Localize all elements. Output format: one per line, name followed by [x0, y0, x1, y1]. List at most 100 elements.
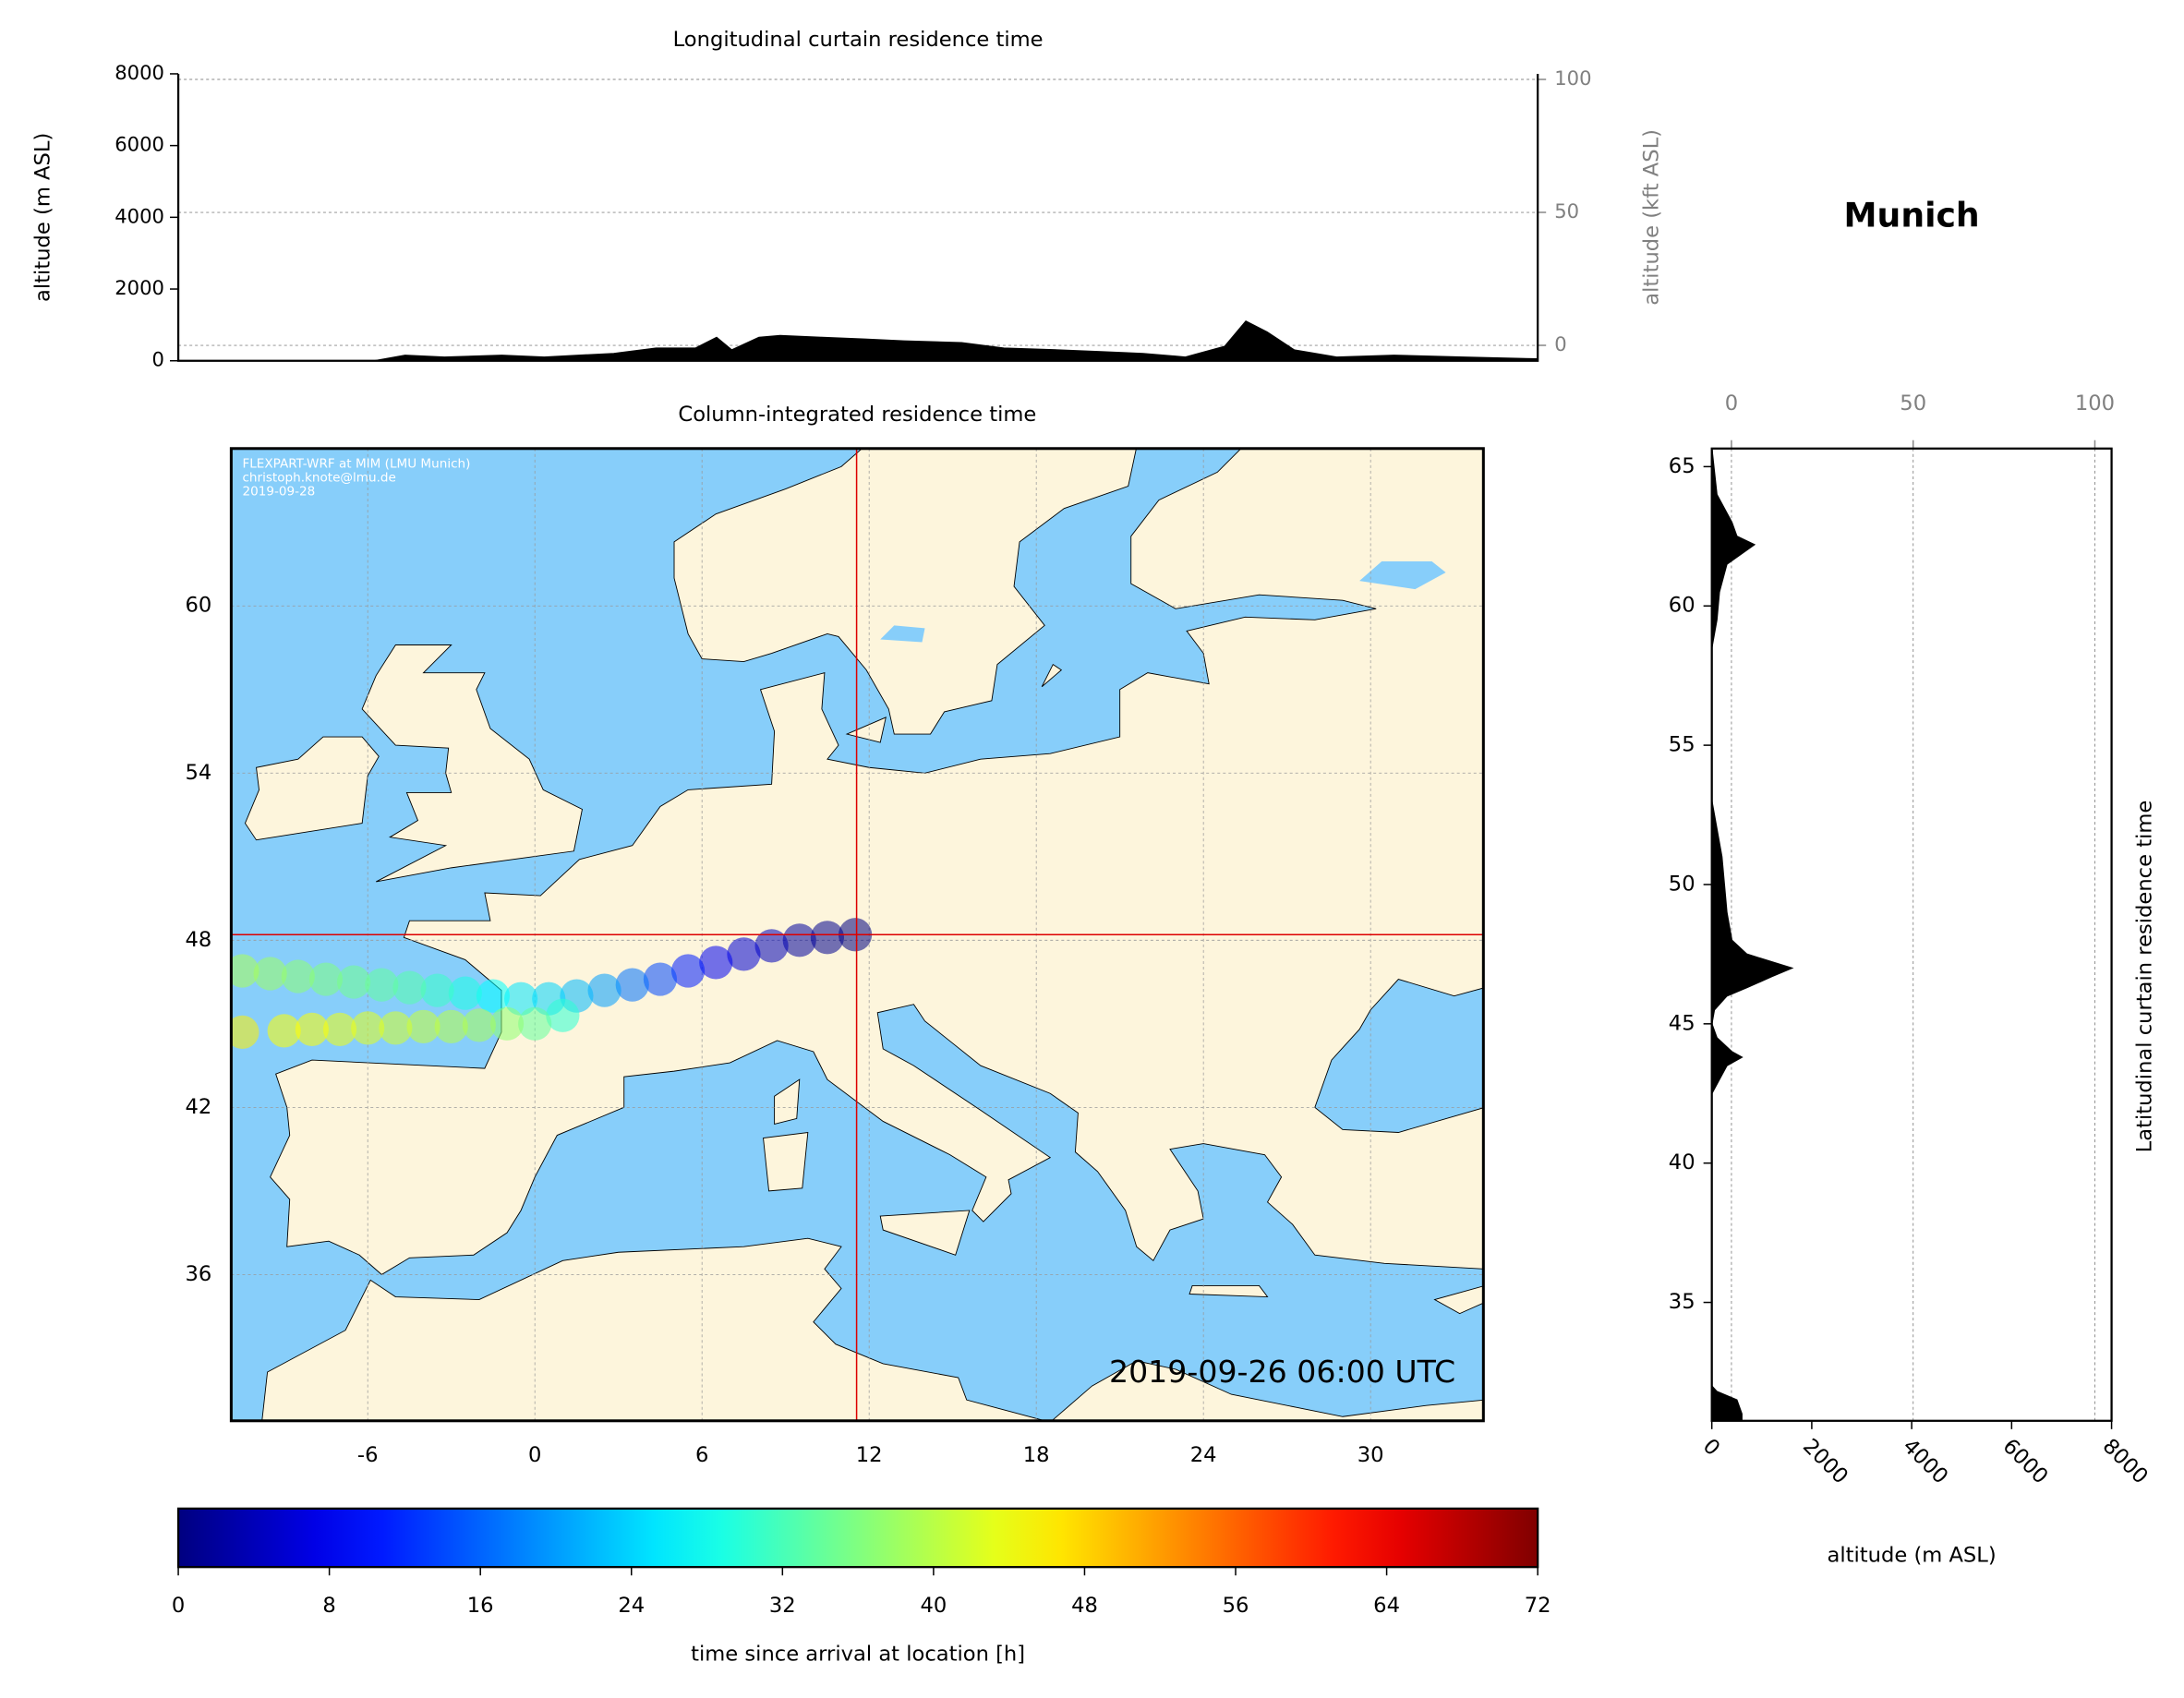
axes-frame — [176, 73, 1539, 362]
trajectory-point — [587, 973, 621, 1007]
credit-text: FLEXPART-WRF at MIM (LMU Munich) — [242, 456, 470, 471]
x-tick-label: 64 — [1373, 1594, 1400, 1618]
land — [763, 1131, 809, 1192]
colorbar-label: time since arrival at location [h] — [691, 1643, 1025, 1667]
land — [774, 1078, 801, 1126]
x-tick-label: 18 — [1023, 1443, 1050, 1467]
y-tick-label: 60 — [185, 594, 211, 618]
x2-tick-label: 100 — [2075, 391, 2115, 415]
trajectory-point — [253, 957, 287, 991]
trajectory-point — [462, 1008, 496, 1042]
land — [361, 644, 583, 883]
x-tick-label: 72 — [1525, 1594, 1551, 1618]
trajectory-point — [504, 981, 538, 1016]
trajectory-point — [281, 959, 315, 994]
land — [270, 448, 1484, 1275]
trajectory-point — [699, 945, 733, 980]
trajectory-point — [518, 1006, 552, 1041]
terrain-area — [1710, 448, 1794, 1422]
x-tick-label: 8 — [322, 1594, 335, 1618]
y-tick-label: 65 — [1669, 454, 1695, 478]
y-axis-label: altitude (m ASL) — [30, 133, 54, 302]
y-tick-label: 48 — [185, 928, 211, 952]
x-tick-label: 40 — [921, 1594, 947, 1618]
trajectory-point — [420, 973, 454, 1007]
x-tick-label: 0 — [172, 1594, 185, 1618]
land — [1189, 1284, 1269, 1298]
timestamp: 2019-09-26 06:00 UTC — [1109, 1354, 1455, 1390]
trajectory-point — [754, 929, 789, 963]
trajectory-point — [670, 954, 706, 988]
y-tick-label: 36 — [185, 1262, 211, 1286]
y2-tick-label: 50 — [1554, 199, 1579, 223]
terrain-area — [178, 320, 1538, 362]
lake — [880, 625, 925, 643]
trajectory-point — [231, 954, 259, 988]
y2-tick-label: 0 — [1554, 332, 1566, 355]
land — [1041, 663, 1063, 688]
map-layer — [231, 448, 1484, 1421]
trajectory-point — [434, 1009, 468, 1043]
chart-title: Longitudinal curtain residence time — [673, 28, 1044, 52]
trajectory-point — [231, 1015, 259, 1049]
y-tick-label: 42 — [185, 1095, 211, 1119]
y-tick-label: 8000 — [115, 61, 164, 84]
credit-text: christoph.knote@lmu.de — [242, 470, 395, 485]
y-tick-label: 4000 — [115, 204, 164, 227]
trajectory-point — [365, 968, 399, 1002]
trajectory-point — [615, 968, 649, 1002]
trajectory-point — [351, 1011, 385, 1045]
trajectory-point — [337, 965, 371, 999]
trajectory-point — [322, 1012, 357, 1046]
trajectory-point — [810, 921, 845, 955]
trajectory-point — [308, 962, 344, 996]
trajectory-point — [406, 1009, 440, 1043]
land — [879, 1210, 971, 1256]
x-tick-label: 24 — [618, 1594, 645, 1618]
y-tick-label: 45 — [1669, 1011, 1695, 1035]
trajectory-point — [727, 937, 761, 971]
trajectory-point — [267, 1014, 301, 1048]
x-axis-label: altitude (m ASL) — [1828, 1544, 1997, 1568]
y-tick-label: 54 — [185, 761, 211, 785]
y2-axis-label: altitude (kft ASL) — [1639, 129, 1663, 306]
x-tick-label: 24 — [1190, 1443, 1217, 1467]
y-tick-label: 50 — [1669, 872, 1695, 896]
y-tick-label: 2000 — [115, 276, 164, 299]
location-title: Munich — [1844, 195, 1980, 235]
x-tick-label: 32 — [769, 1594, 796, 1618]
x-tick-label: 56 — [1223, 1594, 1249, 1618]
y2-tick-label: 100 — [1554, 66, 1591, 90]
x-tick-label: 30 — [1357, 1443, 1384, 1467]
map-frame — [229, 447, 1485, 1423]
y-tick-label: 6000 — [115, 133, 164, 156]
land — [1433, 1285, 1484, 1315]
y-tick-label: 55 — [1669, 733, 1695, 757]
y-tick-label: 60 — [1669, 594, 1695, 618]
trajectory-point — [476, 979, 511, 1013]
lake — [1359, 560, 1446, 590]
y-tick-label: 40 — [1669, 1150, 1695, 1174]
trajectory-point — [392, 970, 427, 1005]
trajectory-point — [643, 962, 678, 996]
x-tick-label: -6 — [357, 1443, 379, 1467]
trajectory-point — [546, 998, 580, 1032]
y-tick-label: 35 — [1669, 1290, 1695, 1314]
x-tick-label: 48 — [1071, 1594, 1098, 1618]
trajectory-point — [448, 976, 482, 1010]
trajectory-point — [379, 1011, 413, 1045]
y-tick-label: 0 — [152, 348, 164, 371]
x2-tick-label: 0 — [1725, 391, 1738, 415]
land — [673, 448, 1137, 735]
x-tick-label: 16 — [467, 1594, 494, 1618]
land — [244, 736, 380, 841]
land — [261, 1237, 1484, 1421]
y-axis-label: Latitudinal curtain residence time — [2132, 801, 2156, 1153]
trajectory-point — [782, 923, 816, 957]
colorbar — [176, 1507, 1539, 1569]
x2-tick-label: 50 — [1900, 391, 1926, 415]
chart-title: Column-integrated residence time — [678, 403, 1036, 427]
x-tick-label: 0 — [528, 1443, 541, 1467]
